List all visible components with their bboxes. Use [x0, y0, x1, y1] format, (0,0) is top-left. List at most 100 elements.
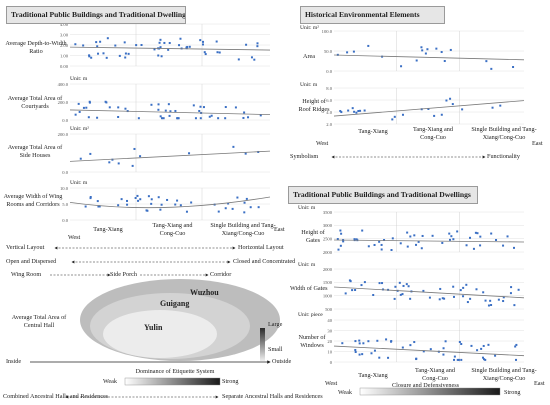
- courtyard-point: [85, 106, 88, 109]
- courtyard-point: [194, 117, 197, 120]
- wing-width-point: [145, 209, 148, 212]
- gate-width-point: [422, 289, 425, 292]
- wing-width-point: [243, 201, 246, 204]
- courtyard-area-label: Average Total Area of Courtyards: [7, 95, 63, 110]
- wing-width-point: [137, 199, 140, 202]
- wing-width-point: [134, 196, 137, 199]
- wing-width-point: [150, 198, 153, 201]
- windows-point: [373, 349, 376, 352]
- courtyard-point: [259, 114, 262, 117]
- windows-point: [385, 338, 388, 341]
- rt-category-cong-cuo: Tang-Xiang and Cong-Cuo: [413, 126, 453, 141]
- gate-width-point: [405, 283, 408, 286]
- depth-width-point: [159, 46, 162, 49]
- wing-width-trendline: [69, 196, 271, 209]
- ridge-point: [449, 97, 452, 100]
- depth-width-point: [82, 44, 85, 47]
- gate-height-point: [413, 234, 416, 237]
- ridge-point: [393, 115, 396, 118]
- ridge-label: Height of Roof Ridges: [298, 98, 330, 113]
- depth-width-point: [153, 48, 156, 51]
- windows-point: [354, 340, 357, 343]
- depth-width-trendline: [69, 46, 271, 51]
- gate-height-tick-label: 2500: [323, 236, 333, 241]
- courtyard-point: [108, 106, 111, 109]
- gate-width-label: Width of Gates: [290, 285, 328, 292]
- depth-width-point: [185, 47, 188, 50]
- gate-height-point: [391, 237, 394, 240]
- windows-point: [370, 352, 373, 355]
- windows-point: [480, 347, 483, 350]
- gate-width-point: [462, 295, 465, 298]
- ridge-tick-label: 2.0: [326, 122, 332, 127]
- gate-height-point: [409, 235, 412, 238]
- gate-height-point: [380, 248, 383, 251]
- gate-width-point: [489, 299, 492, 302]
- depth-width-plot: 4.00 3.00 2.00 1.00 0.00: [60, 22, 271, 69]
- ridge-point: [401, 113, 404, 116]
- wing-width-point: [98, 205, 101, 208]
- inside-label: Inside: [6, 358, 22, 365]
- wing-width-point: [126, 203, 129, 206]
- gate-width-tick-label: 500: [325, 307, 333, 312]
- area-tick-label: 50.0: [324, 49, 333, 54]
- wing-unit: Unit: m: [70, 180, 88, 186]
- gate-width-point: [484, 299, 487, 302]
- courtyard-point: [167, 103, 170, 106]
- gate-height-unit: Unit: m: [298, 205, 316, 211]
- gate-width-point: [466, 301, 469, 304]
- gate-height-point: [337, 248, 340, 251]
- courtyard-point: [77, 102, 80, 105]
- side-house-point: [89, 152, 92, 155]
- ridge-point: [499, 104, 502, 107]
- area-point: [381, 55, 384, 58]
- gate-width-point: [402, 284, 405, 287]
- courtyard-point: [117, 106, 120, 109]
- category-tang-xiang: Tang-Xiang: [93, 226, 123, 233]
- gate-height-point: [452, 238, 455, 241]
- gate-width-point: [502, 296, 505, 299]
- courtyard-point: [174, 109, 177, 112]
- courtyard-point: [199, 117, 202, 120]
- depth-width-point: [114, 44, 117, 47]
- courtyard-trendline: [69, 109, 271, 115]
- windows-plot: 40 30 20 10 0: [327, 318, 525, 365]
- gate-height-point: [415, 243, 418, 246]
- depth-width-tick-label: 0.00: [60, 64, 69, 69]
- wing-width-point: [179, 204, 182, 207]
- area-point: [426, 48, 429, 51]
- category-tang-xiang-cong-cuo: Tang-Xiang and Cong-Cuo: [152, 222, 193, 237]
- windows-point: [415, 358, 418, 361]
- left-axis-east: East: [274, 226, 285, 233]
- gate-height-point: [506, 235, 509, 238]
- gate-width-point: [399, 293, 402, 296]
- gate-width-point: [381, 282, 384, 285]
- gate-width-point: [465, 283, 468, 286]
- wing-width-point: [174, 203, 177, 206]
- gate-width-point: [452, 295, 455, 298]
- wing-width-point: [150, 202, 153, 205]
- strong-label-right: Strong: [504, 389, 521, 396]
- gate-height-point: [340, 232, 343, 235]
- wing-width-point: [224, 207, 227, 210]
- windows-point: [483, 358, 486, 361]
- gate-width-point: [348, 279, 351, 282]
- gate-width-point: [459, 289, 462, 292]
- depth-width-point: [96, 45, 99, 48]
- depth-width-point: [90, 56, 93, 59]
- rt-category-tang-xiang: Tang-Xiang: [358, 128, 388, 135]
- wing-width-point: [217, 210, 220, 213]
- courtyard-point: [104, 100, 107, 103]
- gate-width-plot: 2000 1500 1000 500: [323, 267, 525, 312]
- wing-width-point: [257, 206, 260, 209]
- gate-height-point: [479, 244, 482, 247]
- gate-height-point: [490, 232, 493, 235]
- gate-width-point: [378, 282, 381, 285]
- wing-width-point: [157, 196, 160, 199]
- rt-axis-east: East: [532, 140, 543, 147]
- gate-height-point: [469, 236, 472, 239]
- windows-point: [341, 342, 344, 345]
- ridge-tick-label: 6.0: [326, 98, 332, 103]
- ridge-point: [351, 107, 354, 110]
- etiquette-gradient-bar: [124, 377, 221, 386]
